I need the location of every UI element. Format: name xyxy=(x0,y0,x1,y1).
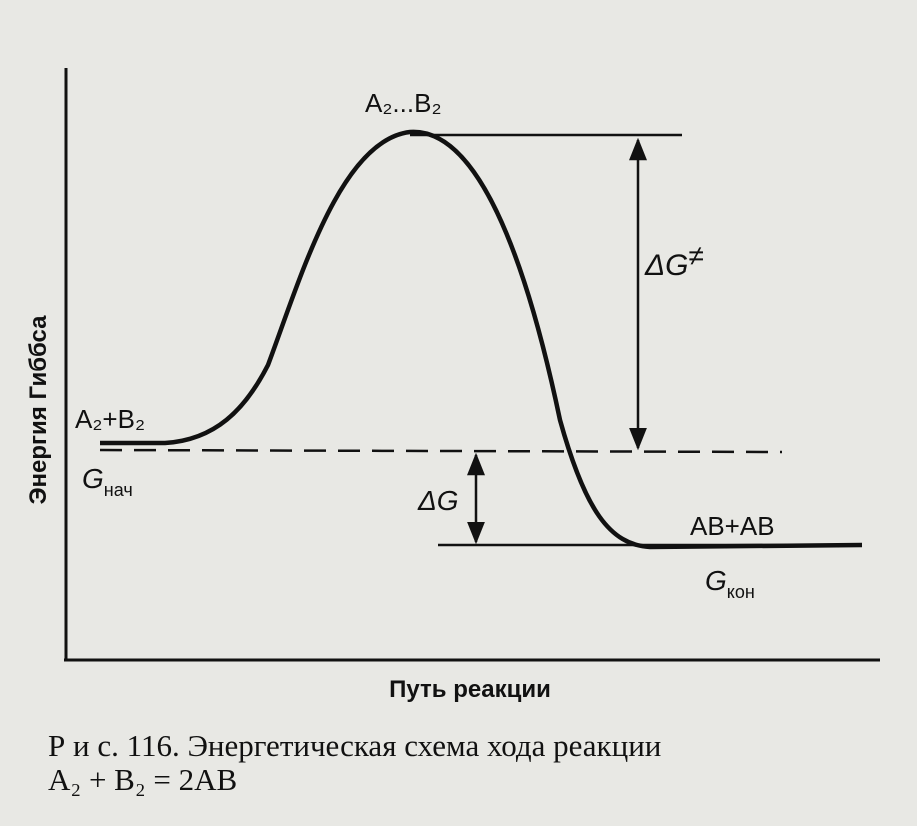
initial-energy-symbol: G xyxy=(82,463,104,494)
reaction-energy-label: ΔG xyxy=(417,485,459,516)
final-energy-symbol: G xyxy=(705,565,727,596)
caption-line-2: A₂ + B₂ = 2AB xyxy=(48,762,237,797)
activation-energy-superscript: ≠ xyxy=(688,240,703,271)
reaction-curve xyxy=(100,129,863,550)
y-axis-label: Энергия Гиббса xyxy=(25,315,52,505)
activation-energy-symbol: ΔG xyxy=(644,249,688,282)
initial-level-line xyxy=(99,448,783,454)
final-energy-subscript: кон xyxy=(727,582,755,602)
initial-energy-label: Gнач xyxy=(82,463,133,500)
x-axis-label: Путь реакции xyxy=(389,676,551,703)
caption-line-1: Р и с. 116. Энергетическая схема хода ре… xyxy=(48,728,661,763)
transition-state-label: A₂...B₂ xyxy=(365,88,442,118)
initial-energy-subscript: нач xyxy=(104,480,133,500)
final-energy-label: Gкон xyxy=(705,565,755,602)
products-label: AB+AB xyxy=(690,511,775,541)
reactants-label: A₂+B₂ xyxy=(75,404,145,434)
activation-energy-label: ΔG≠ xyxy=(644,240,704,282)
